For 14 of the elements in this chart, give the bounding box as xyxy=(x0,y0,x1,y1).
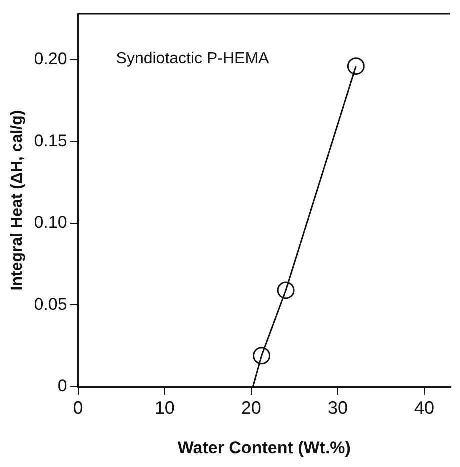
x-tick-label: 10 xyxy=(154,398,175,418)
y-tick-label: 0.05 xyxy=(34,294,68,314)
x-tick-label: 20 xyxy=(241,398,262,418)
x-tick-label: 0 xyxy=(73,398,84,418)
y-axis-title: Integral Heat (ΔH, cal/g) xyxy=(9,110,26,291)
annotation: Syndiotactic P-HEMA xyxy=(116,50,270,68)
y-tick-label: 0.10 xyxy=(34,213,68,232)
point xyxy=(347,58,365,76)
x-tick-label: 30 xyxy=(328,398,348,418)
y-tick-label: 0.15 xyxy=(34,131,68,150)
x-axis-title: Water Content (Wt.%) xyxy=(178,438,351,458)
y-tick-label: 0.20 xyxy=(34,49,68,68)
y-tick-label: 0 xyxy=(58,376,68,396)
x-tick-label: 40 xyxy=(414,398,435,418)
